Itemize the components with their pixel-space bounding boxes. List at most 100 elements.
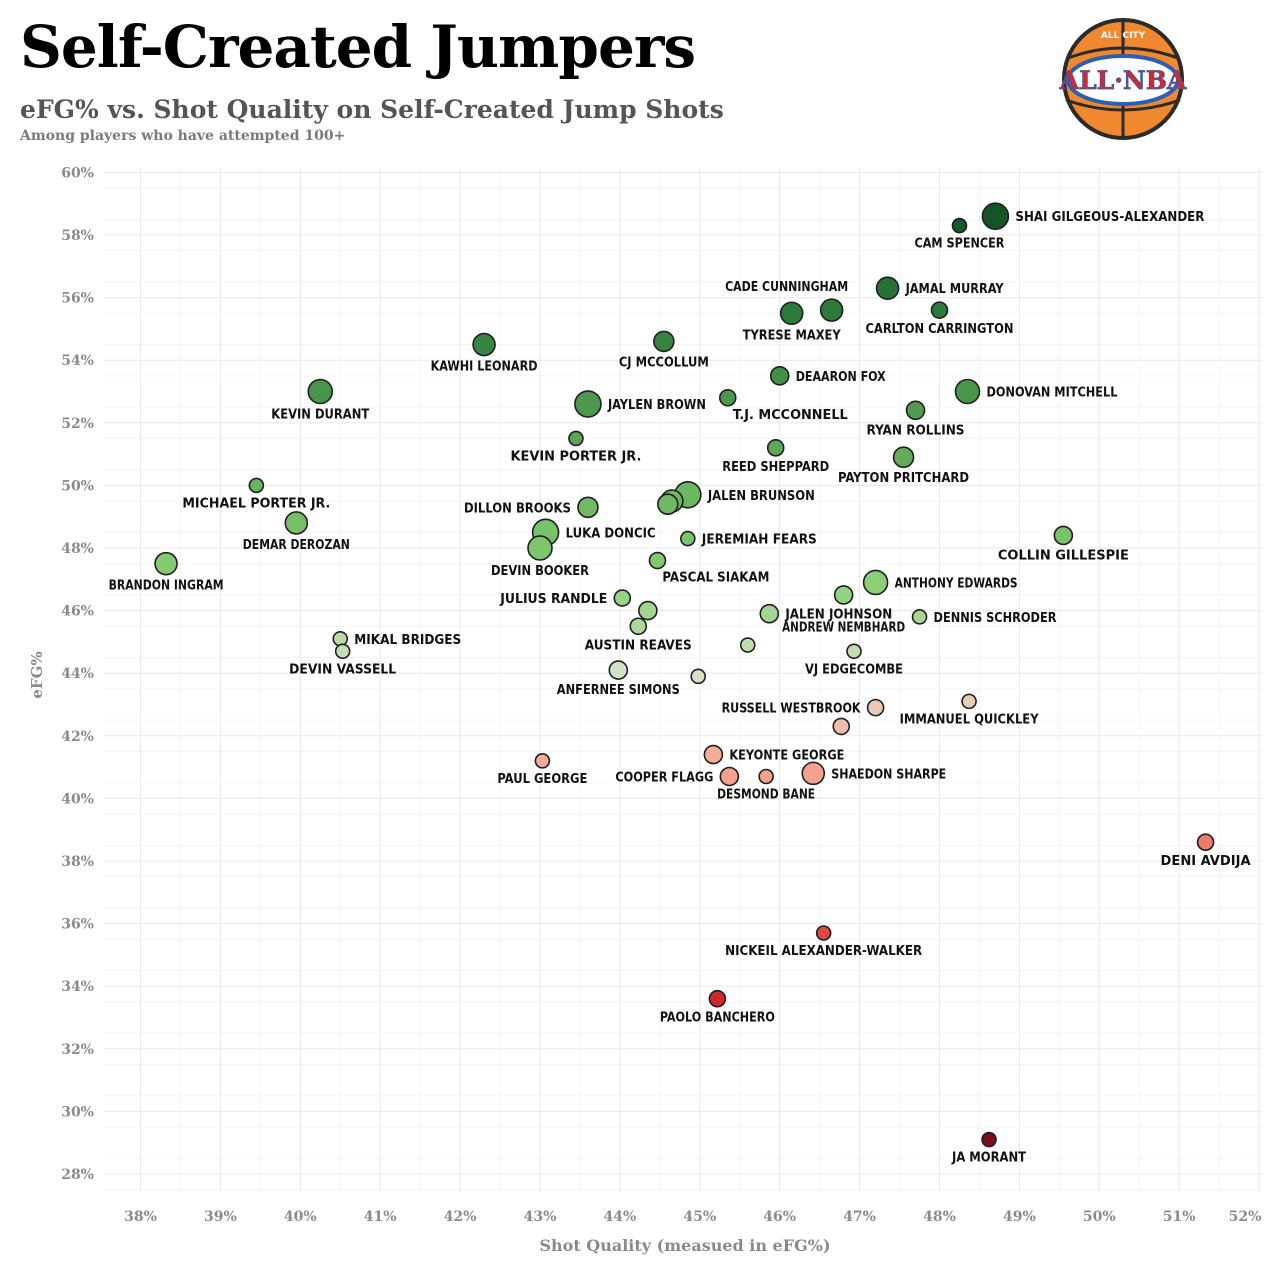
y-tick-label: 60% (61, 165, 94, 181)
player-label: CARLTON CARRINGTON (866, 322, 1014, 337)
player-label: BRANDON INGRAM (109, 579, 224, 594)
data-point[interactable] (472, 332, 496, 357)
player-label: DEMAR DEROZAN (243, 538, 350, 553)
x-axis-ticks: 38% 39% 40% 41% 42% 43% 44% 45% 46% 47% 48% 49% 50% 5… (124, 1209, 1261, 1225)
logo-top-text: ALL CITY (1101, 31, 1146, 41)
player-label: DENNIS SCHRODER (934, 611, 1057, 626)
logo-main-text: ALL·NBA (1059, 66, 1187, 95)
data-point[interactable] (892, 446, 915, 469)
data-point[interactable] (534, 753, 551, 769)
x-tick-label: 47% (843, 1209, 876, 1225)
player-label: JA MORANT (951, 1151, 1026, 1166)
player-label: JALEN JOHNSON (784, 608, 892, 623)
data-point[interactable] (1196, 833, 1215, 852)
player-label: PAUL GEORGE (497, 772, 587, 787)
data-point[interactable] (819, 298, 844, 322)
data-point[interactable] (866, 698, 885, 717)
data-point[interactable] (951, 217, 968, 234)
data-point[interactable] (568, 430, 584, 447)
x-tick-label: 40% (284, 1209, 317, 1225)
player-label: T.J. MCCONNELL (733, 408, 849, 423)
data-point[interactable] (846, 643, 862, 660)
point-labels: SHAI GILGEOUS-ALEXANDER CAM SPENCER JAMAL … (109, 210, 1251, 1165)
data-point[interactable] (577, 496, 599, 519)
data-point[interactable] (154, 551, 178, 576)
data-point[interactable] (769, 366, 790, 386)
data-point[interactable] (739, 637, 756, 653)
data-point[interactable] (1053, 525, 1074, 546)
data-point[interactable] (703, 744, 724, 765)
player-label: COLLIN GILLESPIE (998, 548, 1129, 563)
data-point[interactable] (307, 378, 334, 405)
data-point[interactable] (961, 693, 977, 710)
data-point[interactable] (248, 477, 265, 494)
player-label: PAYTON PRITCHARD (838, 471, 969, 486)
player-label: KEVIN DURANT (271, 408, 369, 423)
y-tick-label: 48% (61, 541, 94, 557)
data-point[interactable] (875, 276, 900, 301)
y-axis-label: eFG% (28, 651, 46, 698)
data-point[interactable] (766, 439, 785, 457)
data-point[interactable] (905, 400, 926, 421)
data-point[interactable] (833, 585, 854, 605)
player-label: TYRESE MAXEY (743, 328, 842, 343)
data-point[interactable] (629, 617, 648, 636)
data-point[interactable] (815, 925, 832, 941)
data-point[interactable] (284, 511, 309, 535)
data-point[interactable] (332, 630, 349, 647)
data-point[interactable] (832, 717, 851, 736)
chart-subtitle: eFG% vs. Shot Quality on Self-Created Ju… (20, 95, 724, 124)
chart-title: Self-Created Jumpers (20, 13, 696, 81)
data-point[interactable] (758, 768, 774, 785)
data-point[interactable] (718, 388, 737, 407)
player-label: SHAI GILGEOUS-ALEXANDER (1015, 210, 1204, 225)
y-tick-label: 56% (61, 291, 94, 307)
player-label: DESMOND BANE (717, 787, 815, 802)
data-point[interactable] (759, 603, 780, 624)
player-label: ANTHONY EDWARDS (895, 576, 1018, 591)
player-label: JAMAL MURRAY (905, 282, 1004, 297)
data-point[interactable] (638, 600, 658, 621)
data-point[interactable] (613, 589, 632, 607)
data-point[interactable] (527, 535, 553, 561)
x-tick-label: 42% (444, 1209, 477, 1225)
data-point[interactable] (981, 1131, 997, 1148)
x-tick-label: 49% (1003, 1209, 1036, 1225)
player-label: NICKEIL ALEXANDER-WALKER (725, 944, 922, 959)
data-point[interactable] (657, 493, 679, 515)
y-tick-label: 58% (61, 228, 94, 244)
chart-note: Among players who have attempted 100+ (20, 128, 346, 144)
data-point[interactable] (708, 989, 727, 1008)
player-label: JAYLEN BROWN (607, 398, 706, 413)
y-tick-label: 50% (61, 478, 94, 494)
player-label: DEVIN BOOKER (491, 564, 589, 579)
data-point[interactable] (574, 390, 602, 418)
data-point[interactable] (954, 378, 981, 405)
data-point[interactable] (719, 766, 740, 787)
data-point[interactable] (680, 530, 696, 547)
y-tick-label: 28% (61, 1167, 94, 1183)
data-point[interactable] (911, 609, 928, 625)
player-label: MICHAEL PORTER JR. (182, 496, 330, 511)
data-point[interactable] (648, 551, 667, 570)
data-point[interactable] (801, 761, 826, 786)
data-point[interactable] (690, 668, 707, 685)
x-tick-label: 50% (1083, 1209, 1116, 1225)
data-point[interactable] (930, 301, 949, 319)
y-tick-label: 34% (61, 979, 94, 995)
data-point[interactable] (653, 330, 675, 353)
data-point[interactable] (862, 569, 889, 596)
y-tick-label: 46% (61, 604, 94, 620)
y-tick-label: 52% (61, 416, 94, 432)
data-point[interactable] (334, 643, 351, 660)
data-point[interactable] (981, 202, 1010, 231)
x-axis-label: Shot Quality (measued in eFG%) (539, 1236, 830, 1255)
player-label: DENI AVDIJA (1161, 854, 1251, 869)
x-tick-label: 52% (1229, 1209, 1262, 1225)
data-point[interactable] (608, 660, 629, 680)
player-label: JULIUS RANDLE (499, 592, 607, 607)
player-label: COOPER FLAGG (615, 770, 713, 785)
player-label: JALEN BRUNSON (707, 489, 815, 504)
data-point[interactable] (779, 301, 804, 326)
